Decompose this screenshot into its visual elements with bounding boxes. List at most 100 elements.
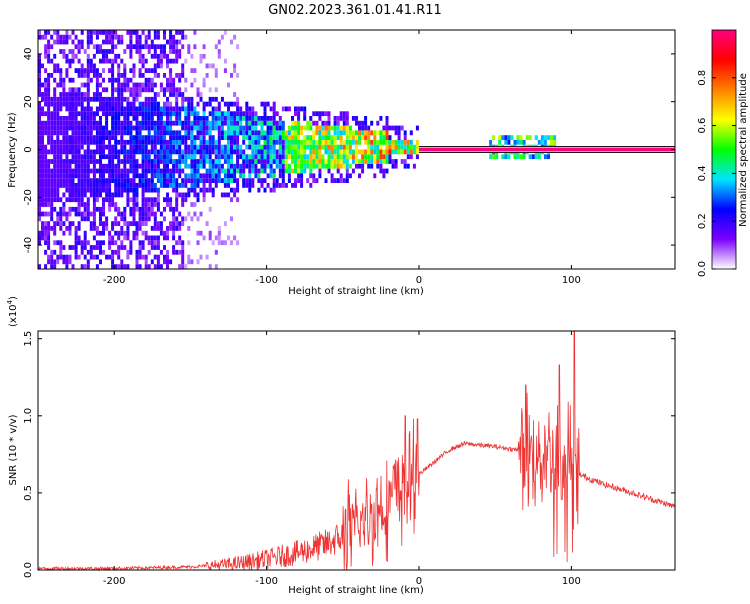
spectrogram-cell bbox=[159, 173, 163, 179]
spectrogram-cell bbox=[223, 135, 227, 140]
spectrogram-cell bbox=[287, 135, 291, 140]
spectrogram-cell bbox=[199, 139, 203, 145]
spectrogram-cell bbox=[355, 135, 358, 140]
spectrogram-cell bbox=[294, 149, 297, 155]
spectrogram-cell bbox=[129, 211, 133, 217]
spectrogram-cell bbox=[297, 144, 301, 150]
spectrogram-cell bbox=[169, 183, 173, 188]
spectrogram-cell bbox=[150, 135, 154, 140]
spectrogram-cell bbox=[202, 144, 206, 150]
spectrogram-cell bbox=[187, 259, 191, 265]
spectrogram-cell bbox=[534, 154, 538, 160]
spectrogram-cell bbox=[47, 178, 51, 183]
spectrogram-cell bbox=[205, 254, 209, 260]
spectrogram-cell bbox=[364, 116, 368, 121]
spectrogram-cell bbox=[123, 87, 127, 93]
spectrogram-cell bbox=[208, 87, 212, 93]
spectrogram-cell bbox=[291, 130, 294, 136]
spectrogram-cell bbox=[68, 197, 72, 203]
spectrogram-cell bbox=[86, 101, 90, 107]
spectrogram-cell bbox=[169, 144, 173, 150]
spectrogram-cell bbox=[230, 173, 233, 179]
spectrogram-cell bbox=[370, 120, 374, 126]
spectrogram-cell bbox=[284, 154, 288, 160]
spectrogram-cell bbox=[144, 178, 148, 183]
spectrogram-cell bbox=[77, 254, 81, 260]
spectrogram-cell bbox=[278, 135, 282, 140]
spectrogram-cell bbox=[129, 44, 133, 50]
spectrogram-cell bbox=[202, 111, 206, 117]
spectrogram-cell bbox=[62, 183, 66, 188]
spectrogram-cell bbox=[86, 154, 90, 160]
spectrogram-cell bbox=[44, 149, 48, 155]
spectrogram-cell bbox=[71, 87, 75, 93]
spectrogram-cell bbox=[135, 259, 139, 265]
spectrogram-cell bbox=[248, 111, 252, 117]
spectrogram-cell bbox=[178, 30, 182, 35]
spectrogram-cell bbox=[239, 149, 243, 155]
spectrogram-cell bbox=[92, 192, 96, 198]
spectrogram-cell bbox=[324, 130, 328, 136]
spectrogram-cell bbox=[156, 245, 160, 250]
spectrogram-cell bbox=[86, 39, 90, 45]
spectrogram-cell bbox=[233, 101, 237, 107]
spectrogram-cell bbox=[342, 149, 346, 155]
spectrogram-cell bbox=[47, 240, 51, 246]
spectrogram-cell bbox=[138, 221, 142, 226]
spectrogram-cell bbox=[190, 149, 194, 155]
spectrogram-cell bbox=[123, 73, 127, 78]
spectrogram-cell bbox=[169, 149, 173, 155]
spectrogram-cell bbox=[111, 149, 115, 155]
spectrogram-cell bbox=[80, 240, 84, 246]
spectrogram-cell bbox=[303, 149, 307, 155]
spectrogram-cell bbox=[251, 168, 255, 174]
spectrogram-cell bbox=[102, 154, 105, 160]
spectrogram-cell bbox=[59, 144, 63, 150]
spectrogram-cell bbox=[141, 82, 145, 88]
spectrogram-cell bbox=[242, 135, 246, 140]
spectrogram-cell bbox=[251, 183, 255, 188]
spectrogram-cell bbox=[68, 106, 72, 112]
spectrogram-cell bbox=[135, 34, 139, 40]
spectrogram-cell bbox=[47, 163, 51, 169]
spectrogram-x-label: Height of straight line (km) bbox=[288, 286, 424, 297]
spectrogram-cell bbox=[102, 96, 105, 102]
spectrogram-cell bbox=[47, 187, 51, 193]
spectrogram-cell bbox=[342, 178, 346, 183]
spectrogram-cell bbox=[108, 154, 112, 160]
colorbar-tick-label: 0.6 bbox=[697, 118, 708, 134]
spectrogram-cell bbox=[47, 254, 51, 260]
spectrogram-cell bbox=[309, 173, 313, 179]
spectrogram-cell bbox=[217, 144, 221, 150]
spectrogram-cell bbox=[272, 187, 276, 193]
spectrogram-cell bbox=[330, 149, 334, 155]
spectrogram-cell bbox=[150, 96, 154, 102]
spectrogram-cell bbox=[169, 139, 173, 145]
spectrogram-cell bbox=[184, 34, 188, 40]
spectrogram-cell bbox=[86, 130, 90, 136]
spectrogram-cell bbox=[321, 111, 325, 117]
spectrogram-cell bbox=[147, 183, 151, 188]
spectrogram-cell bbox=[309, 168, 313, 174]
spectrogram-cell bbox=[138, 245, 142, 250]
spectrogram-cell bbox=[184, 149, 188, 155]
spectrogram-cell bbox=[129, 245, 133, 250]
spectrogram-cell bbox=[147, 96, 151, 102]
spectrogram-cell bbox=[166, 82, 169, 88]
spectrogram-cell bbox=[196, 116, 200, 121]
spectrogram-cell bbox=[153, 159, 157, 164]
spectrogram-cell bbox=[102, 221, 105, 226]
spectrogram-cell bbox=[53, 159, 57, 164]
spectrogram-cell bbox=[41, 187, 44, 193]
spectrogram-cell bbox=[41, 96, 44, 102]
spectrogram-cell bbox=[83, 139, 87, 145]
spectrogram-cell bbox=[297, 173, 301, 179]
spectrogram-cell bbox=[513, 154, 517, 160]
spectrogram-cell bbox=[205, 159, 209, 164]
spectrogram-cell bbox=[208, 135, 212, 140]
spectrogram-cell bbox=[47, 139, 51, 145]
spectrogram-cell bbox=[117, 264, 121, 269]
spectrogram-cell bbox=[135, 82, 139, 88]
spectrogram-cell bbox=[184, 183, 188, 188]
spectrogram-cell bbox=[495, 154, 499, 160]
